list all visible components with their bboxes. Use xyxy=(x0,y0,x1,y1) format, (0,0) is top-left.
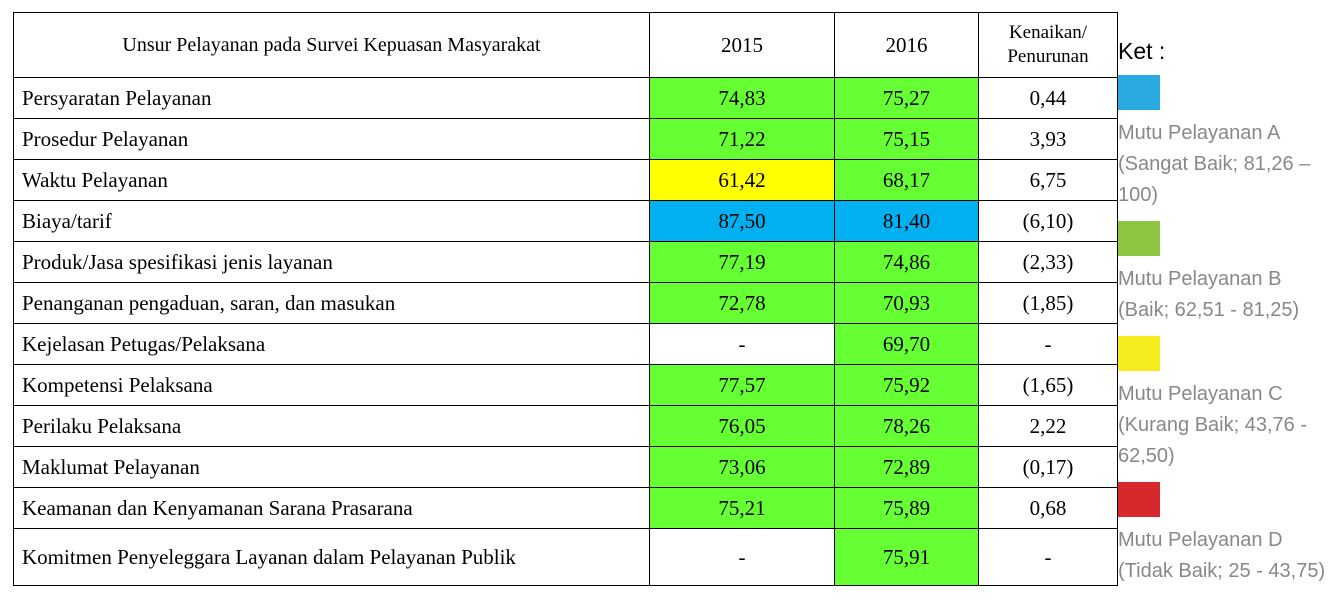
legend-label: Mutu Pelayanan D (Tidak Baik; 25 - 43,75… xyxy=(1118,529,1326,582)
row-label: Keamanan dan Kenyamanan Sarana Prasarana xyxy=(13,487,650,529)
value-cell: 71,22 xyxy=(649,118,835,160)
row-label: Komitmen Penyeleggara Layanan dalam Pela… xyxy=(13,528,650,586)
value-cell: 74,86 xyxy=(834,241,979,283)
value-cell: 74,83 xyxy=(649,77,835,119)
row-label: Maklumat Pelayanan xyxy=(13,446,650,488)
table-row: Prosedur Pelayanan 71,22 75,15 3,93 xyxy=(13,118,1118,160)
table-row: Keamanan dan Kenyamanan Sarana Prasarana… xyxy=(13,487,1118,529)
row-label: Waktu Pelayanan xyxy=(13,159,650,201)
table-row: Maklumat Pelayanan 73,06 72,89 (0,17) xyxy=(13,446,1118,488)
value-cell: 75,91 xyxy=(834,528,979,586)
row-label: Biaya/tarif xyxy=(13,200,650,242)
value-cell: (0,17) xyxy=(978,446,1118,488)
value-cell: 70,93 xyxy=(834,282,979,324)
value-cell: - xyxy=(978,323,1118,365)
value-cell: 75,27 xyxy=(834,77,979,119)
value-cell: (1,65) xyxy=(978,364,1118,406)
row-label: Kejelasan Petugas/Pelaksana xyxy=(13,323,650,365)
row-label: Persyaratan Pelayanan xyxy=(13,77,650,119)
legend-label: Mutu Pelayanan C (Kurang Baik; 43,76 - 6… xyxy=(1118,383,1307,467)
value-cell: 72,89 xyxy=(834,446,979,488)
value-cell: 0,68 xyxy=(978,487,1118,529)
legend-swatch xyxy=(1118,482,1160,517)
value-cell: 61,42 xyxy=(649,159,835,201)
table-row: Biaya/tarif 87,50 81,40 (6,10) xyxy=(13,200,1118,242)
value-cell: - xyxy=(978,528,1118,586)
value-cell: 81,40 xyxy=(834,200,979,242)
legend-title: Ket : xyxy=(1118,38,1166,64)
table-row: Perilaku Pelaksana 76,05 78,26 2,22 xyxy=(13,405,1118,447)
value-cell: 75,15 xyxy=(834,118,979,160)
table-row: Persyaratan Pelayanan 74,83 75,27 0,44 xyxy=(13,77,1118,119)
value-cell: 68,17 xyxy=(834,159,979,201)
table-row: Kejelasan Petugas/Pelaksana -69,70- xyxy=(13,323,1118,365)
legend: Ket : Mutu Pelayanan A (Sangat Baik; 81,… xyxy=(1118,36,1335,597)
value-cell: 3,93 xyxy=(978,118,1118,160)
table-row: Penanganan pengaduan, saran, dan masukan… xyxy=(13,282,1118,324)
value-cell: 2,22 xyxy=(978,405,1118,447)
table-row: Kompetensi Pelaksana 77,57 75,92 (1,65) xyxy=(13,364,1118,406)
row-label: Perilaku Pelaksana xyxy=(13,405,650,447)
table: Unsur Pelayanan pada Survei Kepuasan Mas… xyxy=(13,12,1118,586)
row-label: Prosedur Pelayanan xyxy=(13,118,650,160)
header-cell: Unsur Pelayanan pada Survei Kepuasan Mas… xyxy=(13,12,650,78)
value-cell: 69,70 xyxy=(834,323,979,365)
value-cell: 73,06 xyxy=(649,446,835,488)
value-cell: 77,19 xyxy=(649,241,835,283)
header-cell: 2016 xyxy=(834,12,979,78)
header-row: Unsur Pelayanan pada Survei Kepuasan Mas… xyxy=(13,12,1118,78)
legend-swatch xyxy=(1118,336,1160,371)
value-cell: - xyxy=(649,323,835,365)
table-row: Komitmen Penyeleggara Layanan dalam Pela… xyxy=(13,528,1118,586)
value-cell: 72,78 xyxy=(649,282,835,324)
legend-label: Mutu Pelayanan A (Sangat Baik; 81,26 – 1… xyxy=(1118,122,1311,206)
value-cell: 78,26 xyxy=(834,405,979,447)
table-row: Produk/Jasa spesifikasi jenis layanan 77,… xyxy=(13,241,1118,283)
row-label: Kompetensi Pelaksana xyxy=(13,364,650,406)
value-cell: 75,89 xyxy=(834,487,979,529)
value-cell: 77,57 xyxy=(649,364,835,406)
value-cell: (6,10) xyxy=(978,200,1118,242)
header-cell: Kenaikan/ Penurunan xyxy=(978,12,1118,78)
value-cell: 87,50 xyxy=(649,200,835,242)
value-cell: (2,33) xyxy=(978,241,1118,283)
value-cell: 6,75 xyxy=(978,159,1118,201)
legend-swatch xyxy=(1118,75,1160,110)
legend-label: Mutu Pelayanan B (Baik; 62,51 - 81,25) xyxy=(1118,268,1300,321)
legend-swatch xyxy=(1118,221,1160,256)
table-row: Waktu Pelayanan 61,42 68,17 6,75 xyxy=(13,159,1118,201)
value-cell: - xyxy=(649,528,835,586)
row-label: Produk/Jasa spesifikasi jenis layanan xyxy=(13,241,650,283)
value-cell: (1,85) xyxy=(978,282,1118,324)
value-cell: 76,05 xyxy=(649,405,835,447)
value-cell: 75,21 xyxy=(649,487,835,529)
value-cell: 75,92 xyxy=(834,364,979,406)
row-label: Penanganan pengaduan, saran, dan masukan xyxy=(13,282,650,324)
value-cell: 0,44 xyxy=(978,77,1118,119)
header-cell: 2015 xyxy=(649,12,835,78)
